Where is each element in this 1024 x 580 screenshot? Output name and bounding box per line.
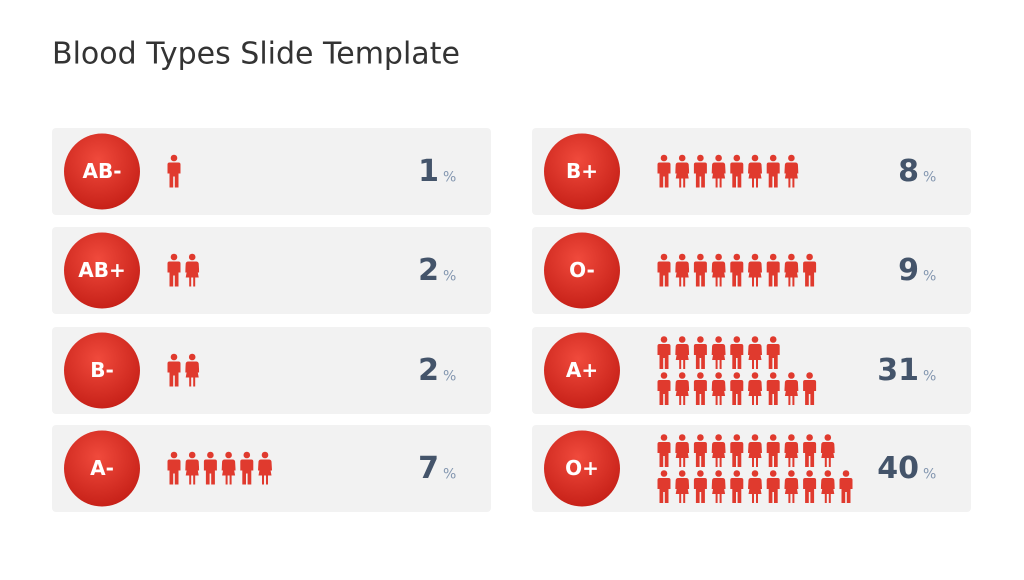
percent-value: 1: [418, 154, 439, 189]
type-badge: [544, 232, 620, 309]
percent-value: 2: [418, 353, 439, 388]
percent-unit: %: [443, 369, 456, 385]
percent-unit: %: [923, 369, 936, 385]
percent-unit: %: [443, 269, 456, 285]
blood-type-card: A- 7%: [52, 425, 491, 512]
type-badge: [64, 232, 140, 309]
blood-type-card: B- 2%: [52, 327, 491, 414]
slide-title: Blood Types Slide Template: [52, 37, 460, 72]
type-badge: [544, 430, 620, 507]
percent-value: 40: [877, 451, 919, 486]
card-background: [532, 327, 971, 414]
type-label: O-: [569, 258, 595, 282]
percent-value: 2: [418, 253, 439, 288]
type-badge: [544, 133, 620, 210]
type-label: A-: [90, 456, 114, 480]
blood-type-card: AB+ 2%: [52, 227, 491, 314]
percent-value: 9: [898, 253, 919, 288]
type-badge: [64, 133, 140, 210]
percent-value: 31: [877, 353, 919, 388]
type-label: B+: [566, 159, 598, 183]
percent-value: 8: [898, 154, 919, 189]
blood-type-card: AB- 1%: [52, 128, 491, 215]
type-label: AB+: [78, 258, 125, 282]
card-background: [532, 425, 971, 512]
blood-type-card: A+ 31%: [532, 327, 971, 414]
type-label: B-: [90, 358, 114, 382]
card-background: [52, 128, 491, 215]
percent-unit: %: [443, 467, 456, 483]
type-label: A+: [566, 358, 598, 382]
type-badge: [64, 430, 140, 507]
blood-type-card: B+ 8%: [532, 128, 971, 215]
card-background: [52, 227, 491, 314]
blood-type-card: O- 9%: [532, 227, 971, 314]
percent-unit: %: [923, 269, 936, 285]
blood-type-card: O+ 40%: [532, 425, 971, 512]
percent-unit: %: [923, 467, 936, 483]
percent-value: 7: [418, 451, 439, 486]
percent-unit: %: [923, 170, 936, 186]
type-label: O+: [565, 456, 599, 480]
type-badge: [544, 332, 620, 409]
card-background: [52, 327, 491, 414]
type-badge: [64, 332, 140, 409]
percent-unit: %: [443, 170, 456, 186]
type-label: AB-: [82, 159, 121, 183]
cards: AB- 1 % AB+ 2 % B- 2 % A- 7 % B+ 8 % O- 9 % A+ 31 % O+ 40%: [52, 128, 971, 512]
